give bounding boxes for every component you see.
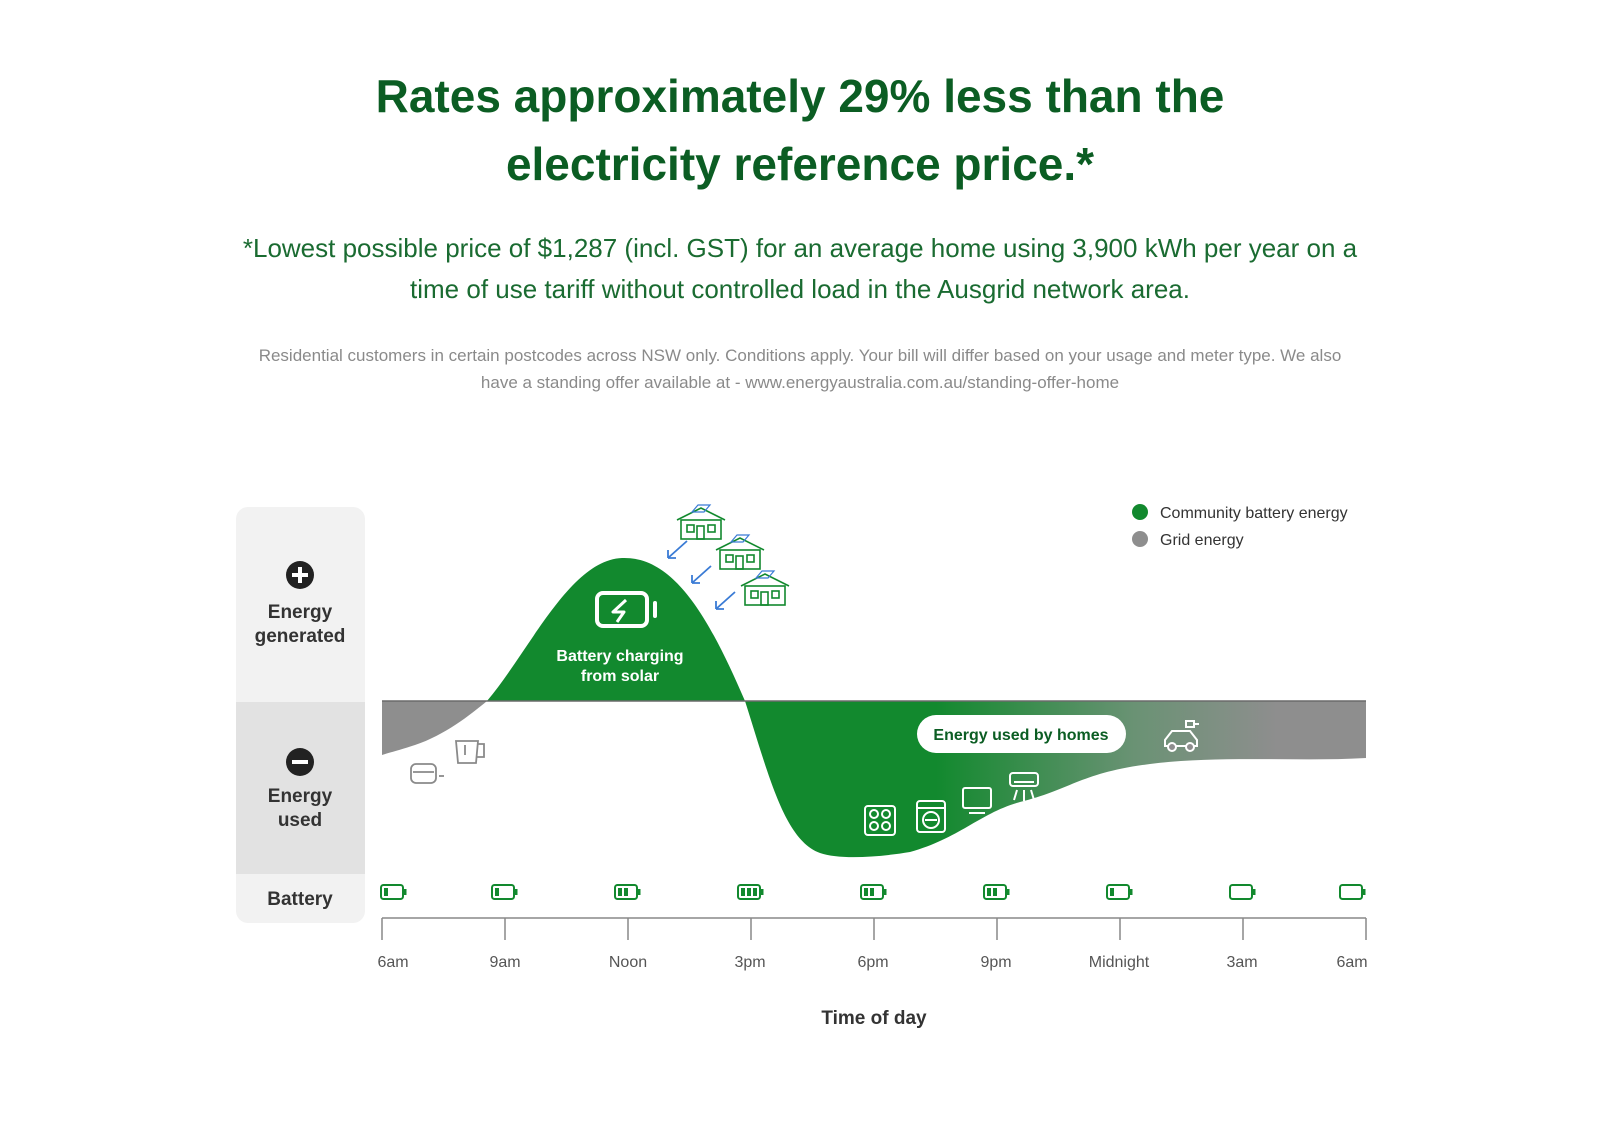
battery-level-icon-8 xyxy=(1229,884,1256,900)
used-label-line-1: Energy xyxy=(268,786,333,807)
generated-label-line-2: generated xyxy=(255,626,346,647)
homes-usage-area xyxy=(745,701,1366,858)
electric-car-icon xyxy=(1164,720,1199,752)
headline: Rates approximately 29% less than the el… xyxy=(300,62,1300,198)
disclaimer-line-1: Residential customers in certain postcod… xyxy=(258,346,1342,365)
battery-charge-bar xyxy=(747,888,751,896)
battery-level-icon-5 xyxy=(860,884,887,900)
used-panel xyxy=(236,702,365,874)
energy-used-by-homes-pill: Energy used by homes xyxy=(917,715,1126,753)
grid-area-morning xyxy=(382,701,487,755)
television-icon xyxy=(962,787,992,814)
x-tick-label-5: 6pm xyxy=(857,954,888,971)
battery-panel xyxy=(236,874,365,923)
battery-level-icon-6 xyxy=(983,884,1010,900)
battery-level-icon-2 xyxy=(491,884,518,900)
energy-used-by-homes-label: Energy used by homes xyxy=(933,727,1108,744)
x-tick-label-2: 9am xyxy=(489,954,520,971)
battery-charge-bar xyxy=(870,888,874,896)
legend-community-battery-swatch xyxy=(1132,504,1148,520)
battery-level-icon-9 xyxy=(1339,884,1366,900)
battery-charge-bar xyxy=(741,888,745,896)
air-conditioner-icon xyxy=(1009,772,1039,801)
x-tick-label-8: 3am xyxy=(1226,954,1257,971)
x-tick-label-3: Noon xyxy=(609,954,647,971)
arrow-icon xyxy=(667,540,736,610)
battery-charge-bar xyxy=(495,888,499,896)
toaster-icon xyxy=(410,763,444,784)
solar-charging-area xyxy=(487,557,745,701)
cooktop-icon xyxy=(864,805,896,836)
battery-charge-bar xyxy=(384,888,388,896)
disclaimer: Residential customers in certain postcod… xyxy=(200,342,1400,396)
x-axis-label: Time of day xyxy=(821,1008,927,1029)
legend-grid-energy-swatch xyxy=(1132,531,1148,547)
plus-icon xyxy=(286,561,314,589)
battery-level-row xyxy=(380,884,1366,900)
kettle-icon xyxy=(455,740,485,764)
price-footnote-line-1: *Lowest possible price of $1,287 (incl. … xyxy=(242,233,1358,263)
generated-panel xyxy=(236,507,365,702)
battery-charge-bar xyxy=(624,888,628,896)
battery-charge-bar xyxy=(987,888,991,896)
used-label-line-2: used xyxy=(278,810,322,831)
minus-icon xyxy=(286,748,314,776)
battery-charge-bar xyxy=(1110,888,1114,896)
battery-label: Battery xyxy=(267,889,333,910)
disclaimer-line-2: have a standing offer available at - www… xyxy=(480,373,1120,392)
battery-charge-bar xyxy=(753,888,757,896)
battery-charging-icon xyxy=(595,591,657,628)
house-solar-icon xyxy=(676,504,726,540)
battery-level-icon-7 xyxy=(1106,884,1133,900)
house-solar-icon xyxy=(715,534,765,570)
price-footnote-line-2: time of use tariff without controlled lo… xyxy=(410,274,1190,304)
charging-label-line-1: Battery charging xyxy=(556,648,683,665)
headline-line-2: electricity reference price.* xyxy=(505,138,1095,190)
side-panel: Energy generated Energy used Battery xyxy=(236,507,365,923)
price-footnote: *Lowest possible price of $1,287 (incl. … xyxy=(160,228,1440,310)
x-axis-ticks xyxy=(381,918,1367,940)
legend-grid-energy-label: Grid energy xyxy=(1160,532,1244,549)
x-tick-label-1: 6am xyxy=(377,954,408,971)
battery-level-icon-1 xyxy=(380,884,407,900)
battery-charge-bar xyxy=(618,888,622,896)
headline-line-1: Rates approximately 29% less than the xyxy=(375,70,1225,122)
legend: Community battery energy Grid energy xyxy=(1132,504,1348,549)
x-tick-label-4: 3pm xyxy=(734,954,765,971)
legend-community-battery-label: Community battery energy xyxy=(1160,505,1348,522)
generated-label-line-1: Energy xyxy=(268,602,333,623)
charging-label-line-2: from solar xyxy=(581,668,659,685)
x-tick-label-7: Midnight xyxy=(1089,954,1150,971)
washing-machine-icon xyxy=(916,800,946,833)
x-tick-label-6: 9pm xyxy=(980,954,1011,971)
battery-charge-bar xyxy=(993,888,997,896)
battery-level-icon-3 xyxy=(614,884,641,900)
house-solar-icon xyxy=(740,570,790,606)
battery-charge-bar xyxy=(864,888,868,896)
x-tick-label-9: 6am xyxy=(1336,954,1367,971)
battery-level-icon-4 xyxy=(737,884,764,900)
x-axis-tick-labels: 6am 9am Noon 3pm 6pm 9pm Midnight 3am 6a… xyxy=(377,954,1367,971)
